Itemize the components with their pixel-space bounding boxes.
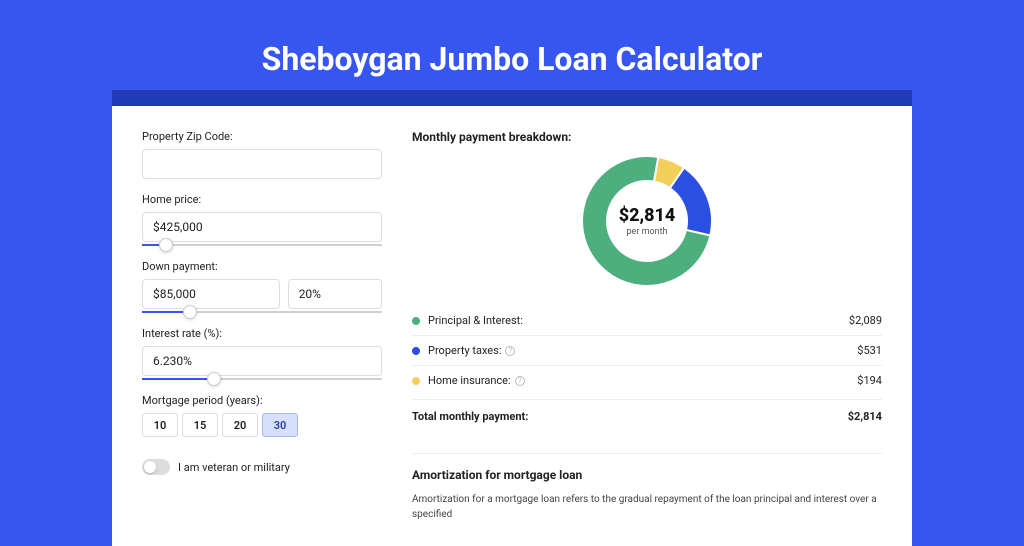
donut-sub: per month — [619, 227, 676, 237]
interest-rate-slider[interactable] — [142, 378, 382, 380]
down-payment-label: Down payment: — [142, 260, 382, 273]
period-button-15[interactable]: 15 — [182, 413, 218, 437]
toggle-knob — [144, 461, 156, 473]
legend-row: Principal & Interest:$2,089 — [412, 306, 882, 336]
interest-rate-group: Interest rate (%): — [142, 327, 382, 380]
slider-thumb[interactable] — [207, 372, 221, 386]
down-payment-slider[interactable] — [142, 311, 382, 313]
slider-thumb[interactable] — [159, 238, 173, 252]
interest-rate-label: Interest rate (%): — [142, 327, 382, 340]
interest-rate-input[interactable] — [142, 346, 382, 376]
period-buttons: 10152030 — [142, 413, 382, 437]
total-row: Total monthly payment: $2,814 — [412, 399, 882, 439]
zip-label: Property Zip Code: — [142, 130, 382, 143]
period-button-10[interactable]: 10 — [142, 413, 178, 437]
form-column: Property Zip Code: Home price: Down paym… — [142, 130, 382, 522]
veteran-row: I am veteran or military — [142, 459, 382, 475]
info-icon[interactable]: ? — [515, 376, 525, 386]
total-value: $2,814 — [848, 410, 882, 423]
donut-slice — [670, 168, 712, 236]
home-price-input[interactable] — [142, 212, 382, 242]
amortization-title: Amortization for mortgage loan — [412, 453, 882, 482]
legend-value: $2,089 — [849, 314, 882, 327]
legend: Principal & Interest:$2,089Property taxe… — [412, 306, 882, 395]
legend-dot — [412, 347, 420, 355]
info-icon[interactable]: ? — [505, 346, 515, 356]
period-button-30[interactable]: 30 — [262, 413, 298, 437]
legend-label: Principal & Interest: — [428, 314, 849, 327]
legend-row: Home insurance:?$194 — [412, 366, 882, 395]
home-price-group: Home price: — [142, 193, 382, 246]
home-price-slider[interactable] — [142, 244, 382, 246]
legend-dot — [412, 377, 420, 385]
period-group: Mortgage period (years): 10152030 — [142, 394, 382, 437]
breakdown-column: Monthly payment breakdown: $2,814 per mo… — [412, 130, 882, 522]
legend-value: $194 — [857, 374, 882, 387]
down-payment-input[interactable] — [142, 279, 280, 309]
down-payment-pct-input[interactable] — [288, 279, 382, 309]
legend-dot — [412, 317, 420, 325]
legend-value: $531 — [857, 344, 882, 357]
period-button-20[interactable]: 20 — [222, 413, 258, 437]
donut-center: $2,814 per month — [619, 205, 676, 237]
zip-group: Property Zip Code: — [142, 130, 382, 179]
page-title: Sheboygan Jumbo Loan Calculator — [0, 40, 1024, 78]
donut-chart: $2,814 per month — [582, 156, 712, 286]
amortization-text: Amortization for a mortgage loan refers … — [412, 492, 882, 522]
breakdown-title: Monthly payment breakdown: — [412, 130, 882, 144]
legend-label: Home insurance:? — [428, 374, 857, 387]
veteran-label: I am veteran or military — [178, 461, 290, 474]
zip-input[interactable] — [142, 149, 382, 179]
total-label: Total monthly payment: — [412, 410, 848, 423]
legend-label: Property taxes:? — [428, 344, 857, 357]
down-payment-group: Down payment: — [142, 260, 382, 313]
slider-thumb[interactable] — [183, 305, 197, 319]
slider-fill — [142, 378, 214, 380]
donut-amount: $2,814 — [619, 205, 676, 226]
veteran-toggle[interactable] — [142, 459, 170, 475]
page-header: Sheboygan Jumbo Loan Calculator — [0, 0, 1024, 98]
calculator-card: Property Zip Code: Home price: Down paym… — [112, 106, 912, 546]
donut-wrap: $2,814 per month — [412, 156, 882, 286]
period-label: Mortgage period (years): — [142, 394, 382, 407]
legend-row: Property taxes:?$531 — [412, 336, 882, 366]
home-price-label: Home price: — [142, 193, 382, 206]
